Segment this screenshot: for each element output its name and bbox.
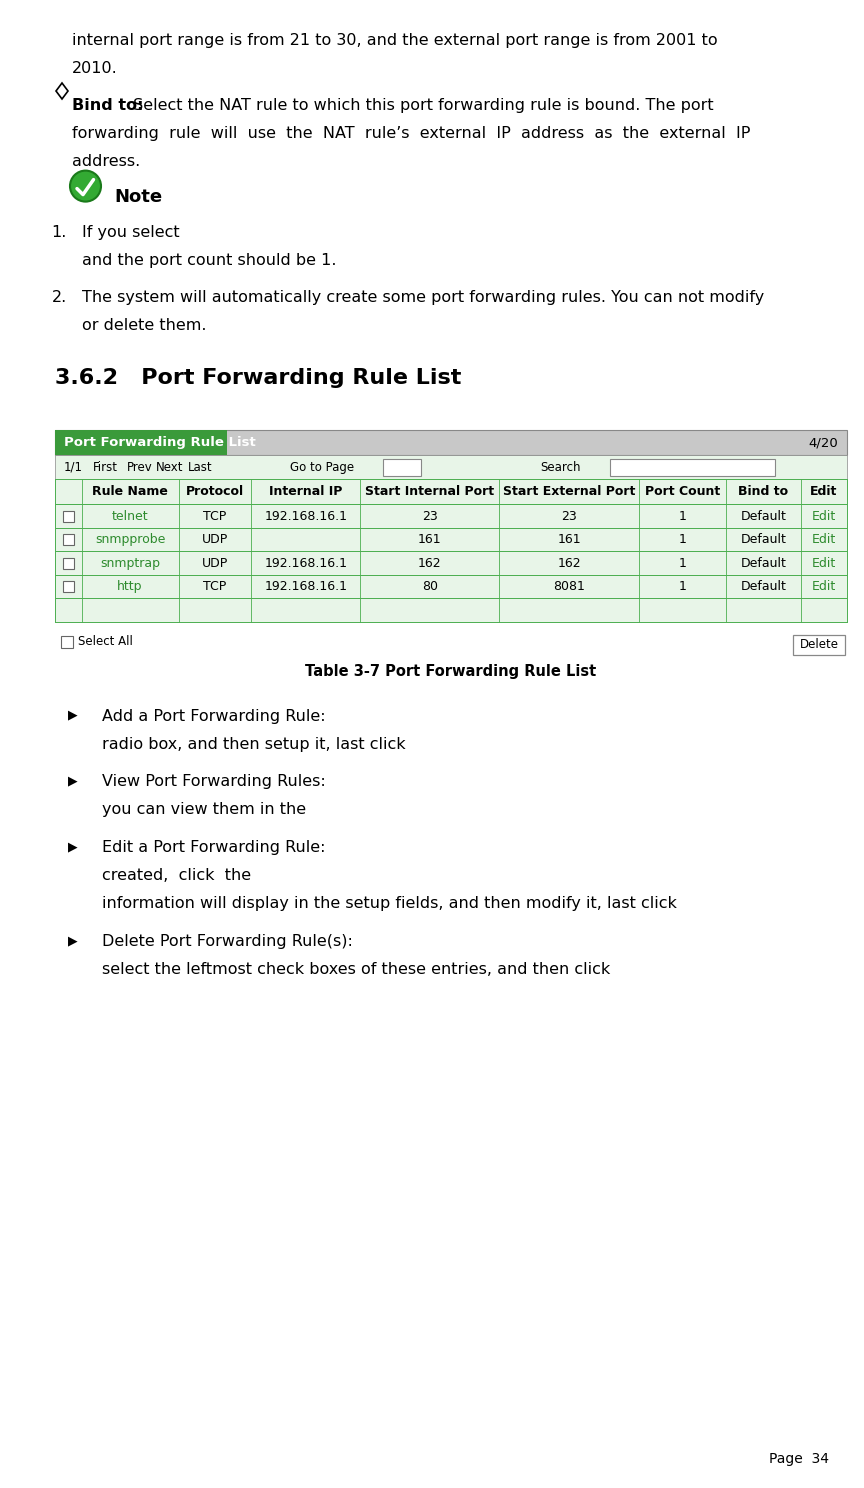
FancyBboxPatch shape xyxy=(55,430,847,455)
Text: 23: 23 xyxy=(562,509,577,522)
Text: ▶: ▶ xyxy=(68,774,78,787)
Text: 3.6.2   Port Forwarding Rule List: 3.6.2 Port Forwarding Rule List xyxy=(55,368,461,388)
Text: Bind to:: Bind to: xyxy=(72,98,143,113)
Text: Select All: Select All xyxy=(78,635,133,649)
Text: or delete them.: or delete them. xyxy=(82,318,206,333)
Text: 161: 161 xyxy=(418,533,442,546)
Text: Prev: Prev xyxy=(127,461,153,473)
FancyBboxPatch shape xyxy=(61,635,73,647)
FancyBboxPatch shape xyxy=(55,479,847,504)
Text: Protocol: Protocol xyxy=(186,485,244,498)
Text: Delete Port Forwarding Rule(s):: Delete Port Forwarding Rule(s): xyxy=(102,934,353,949)
FancyBboxPatch shape xyxy=(55,574,847,598)
Text: Delete: Delete xyxy=(799,638,838,652)
Text: address.: address. xyxy=(72,153,140,170)
Text: ▶: ▶ xyxy=(68,934,78,946)
Text: Search: Search xyxy=(540,461,581,473)
FancyBboxPatch shape xyxy=(55,551,847,574)
FancyBboxPatch shape xyxy=(610,458,775,476)
FancyBboxPatch shape xyxy=(55,455,847,479)
Text: Select the NAT rule to which this port forwarding rule is bound. The port: Select the NAT rule to which this port f… xyxy=(128,98,714,113)
Text: 2010.: 2010. xyxy=(72,61,118,76)
Text: 1: 1 xyxy=(678,557,686,570)
FancyBboxPatch shape xyxy=(63,510,73,522)
FancyBboxPatch shape xyxy=(383,458,421,476)
Text: http: http xyxy=(118,580,143,594)
FancyBboxPatch shape xyxy=(55,430,227,455)
Text: 192.168.16.1: 192.168.16.1 xyxy=(264,557,347,570)
Text: 162: 162 xyxy=(418,557,442,570)
Text: Note: Note xyxy=(114,187,162,205)
Text: snmptrap: snmptrap xyxy=(100,557,160,570)
Text: Default: Default xyxy=(740,557,786,570)
Text: Default: Default xyxy=(740,580,786,594)
Text: 192.168.16.1: 192.168.16.1 xyxy=(264,580,347,594)
Text: Edit: Edit xyxy=(812,557,836,570)
FancyBboxPatch shape xyxy=(55,528,847,551)
Text: you can view them in the: you can view them in the xyxy=(102,802,311,817)
Text: 1.: 1. xyxy=(52,225,67,241)
Text: Bind to: Bind to xyxy=(739,485,789,498)
Text: forwarding  rule  will  use  the  NAT  rule’s  external  IP  address  as  the  e: forwarding rule will use the NAT rule’s … xyxy=(72,126,750,141)
Text: Edit: Edit xyxy=(812,533,836,546)
FancyBboxPatch shape xyxy=(55,504,847,528)
Text: Edit: Edit xyxy=(812,509,836,522)
Text: Edit: Edit xyxy=(812,580,836,594)
Text: TCP: TCP xyxy=(203,580,226,594)
Text: 1/1: 1/1 xyxy=(64,461,83,473)
Text: information will display in the setup fields, and then modify it, last click: information will display in the setup fi… xyxy=(102,896,682,911)
Text: 4/20: 4/20 xyxy=(808,436,838,449)
Text: Add a Port Forwarding Rule:: Add a Port Forwarding Rule: xyxy=(102,708,326,723)
Text: Rule Name: Rule Name xyxy=(92,485,168,498)
Text: internal port range is from 21 to 30, and the external port range is from 2001 t: internal port range is from 21 to 30, an… xyxy=(72,33,718,48)
Text: Port Forwarding Rule List: Port Forwarding Rule List xyxy=(64,436,256,449)
Text: and the port count should be 1.: and the port count should be 1. xyxy=(82,253,336,268)
Text: UDP: UDP xyxy=(201,557,228,570)
Text: Start Internal Port: Start Internal Port xyxy=(365,485,494,498)
Text: snmpprobe: snmpprobe xyxy=(95,533,165,546)
Text: Start External Port: Start External Port xyxy=(503,485,635,498)
Text: If you select: If you select xyxy=(82,225,185,241)
FancyBboxPatch shape xyxy=(63,580,73,592)
FancyBboxPatch shape xyxy=(63,534,73,545)
FancyBboxPatch shape xyxy=(63,558,73,568)
Text: 23: 23 xyxy=(422,509,438,522)
Text: Default: Default xyxy=(740,509,786,522)
Text: UDP: UDP xyxy=(201,533,228,546)
Text: TCP: TCP xyxy=(203,509,226,522)
Text: Page  34: Page 34 xyxy=(769,1452,829,1466)
Text: Go to Page: Go to Page xyxy=(290,461,354,473)
Text: Table 3-7 Port Forwarding Rule List: Table 3-7 Port Forwarding Rule List xyxy=(305,664,597,679)
Text: 8081: 8081 xyxy=(553,580,585,594)
Text: created,  click  the: created, click the xyxy=(102,868,262,884)
Text: Default: Default xyxy=(740,533,786,546)
Text: 1: 1 xyxy=(678,533,686,546)
Text: First: First xyxy=(93,461,118,473)
Text: Edit: Edit xyxy=(810,485,838,498)
Circle shape xyxy=(70,171,101,201)
Text: Internal IP: Internal IP xyxy=(269,485,342,498)
Text: 80: 80 xyxy=(422,580,438,594)
FancyBboxPatch shape xyxy=(55,598,847,622)
Text: Last: Last xyxy=(188,461,213,473)
Text: The system will automatically create some port forwarding rules. You can not mod: The system will automatically create som… xyxy=(82,290,765,305)
Text: radio box, and then setup it, last click: radio box, and then setup it, last click xyxy=(102,737,410,751)
Text: telnet: telnet xyxy=(111,509,149,522)
Text: 1: 1 xyxy=(678,580,686,594)
FancyBboxPatch shape xyxy=(793,635,845,655)
Text: 1: 1 xyxy=(678,509,686,522)
Text: 161: 161 xyxy=(557,533,581,546)
Text: Port Count: Port Count xyxy=(645,485,720,498)
Text: Edit a Port Forwarding Rule:: Edit a Port Forwarding Rule: xyxy=(102,841,326,856)
Text: ▶: ▶ xyxy=(68,841,78,853)
Text: 2.: 2. xyxy=(52,290,67,305)
Text: 162: 162 xyxy=(557,557,581,570)
Text: ▶: ▶ xyxy=(68,708,78,722)
Text: 192.168.16.1: 192.168.16.1 xyxy=(264,509,347,522)
Text: select the leftmost check boxes of these entries, and then click: select the leftmost check boxes of these… xyxy=(102,963,615,978)
Text: View Port Forwarding Rules:: View Port Forwarding Rules: xyxy=(102,774,326,790)
Text: Next: Next xyxy=(156,461,183,473)
